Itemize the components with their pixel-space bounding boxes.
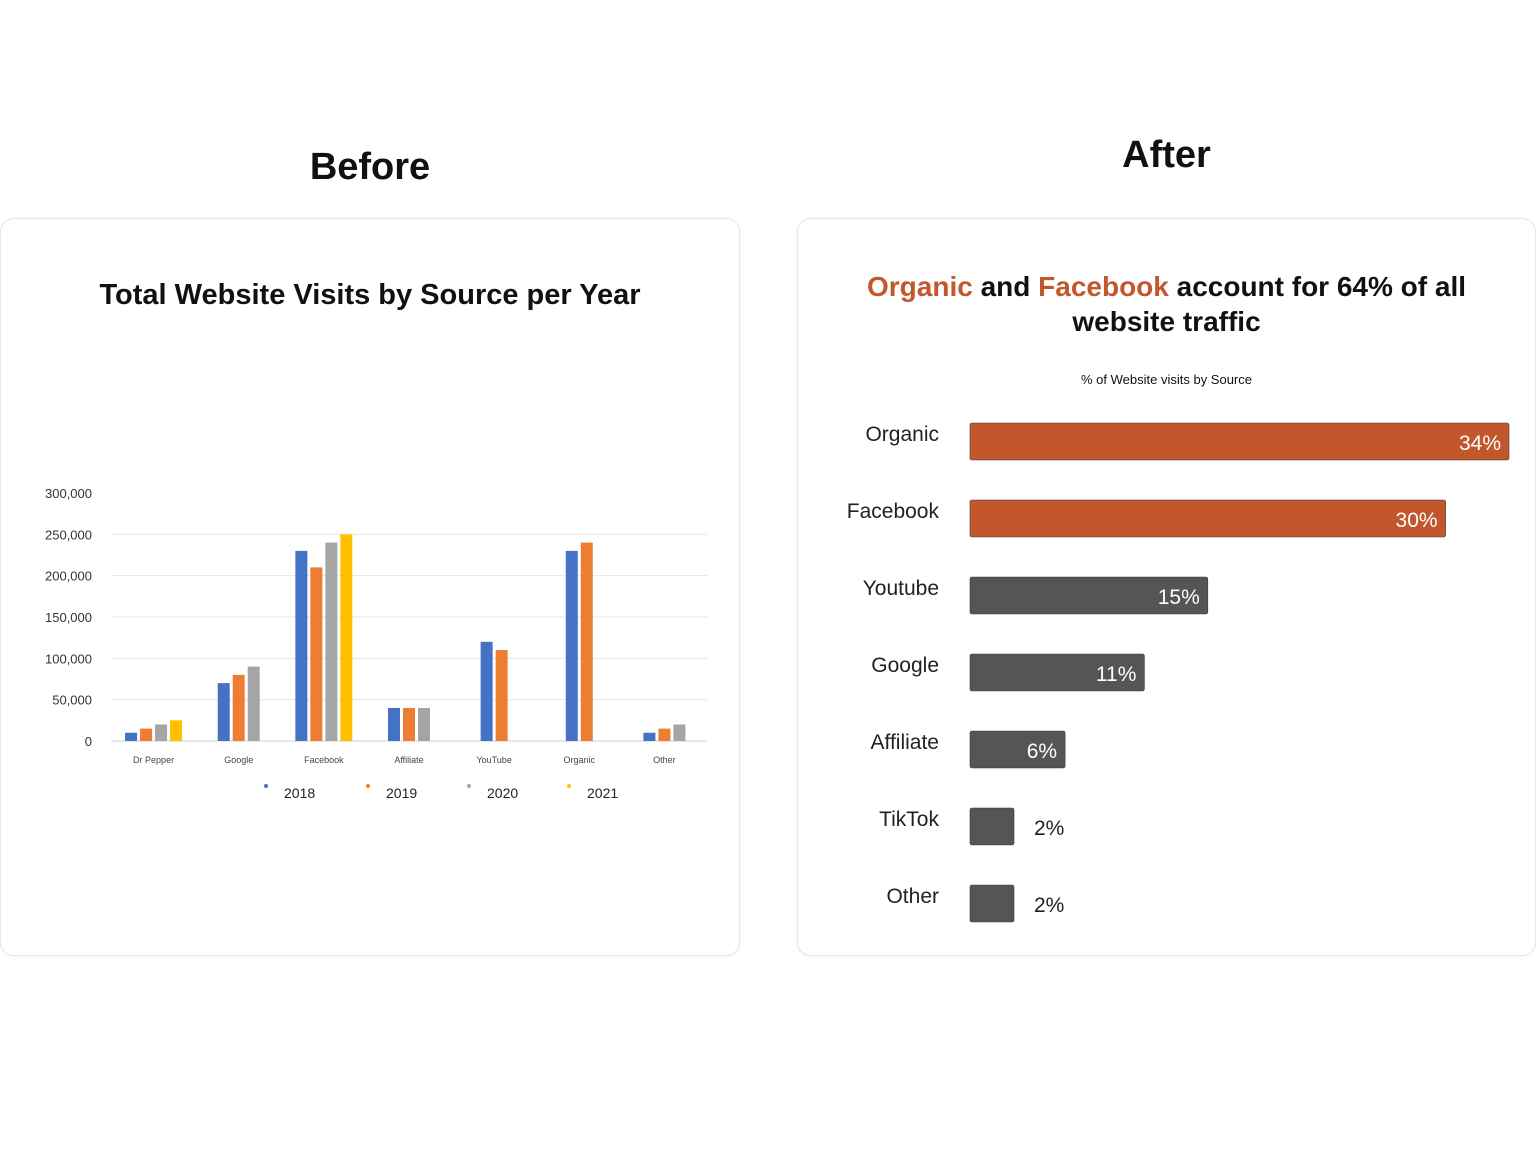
bar-google-2020 xyxy=(247,666,260,741)
horizontal-bar-chart: Organic 34% Facebook 30% Youtube 15% Google 11%… xyxy=(847,422,1510,923)
y-tick-label: 200,000 xyxy=(45,569,92,584)
value-label-google: 11% xyxy=(1096,663,1136,686)
bar-facebook-2020 xyxy=(325,542,338,741)
title-rest: account for 64% of all website traffic xyxy=(1072,271,1467,337)
bar-youtube-2018 xyxy=(480,641,493,741)
legend-marker-2019 xyxy=(366,784,370,788)
after-chart-subtitle: % of Website visits by Source xyxy=(1081,372,1252,387)
x-category-label: Dr Pepper xyxy=(133,755,174,765)
bar-dr-pepper-2020 xyxy=(155,724,168,741)
legend-marker-2021 xyxy=(567,784,571,788)
legend-label: 2021 xyxy=(587,785,618,801)
bar-dr-pepper-2019 xyxy=(140,728,153,741)
legend-label: 2020 xyxy=(487,785,518,801)
bar-organic-2019 xyxy=(580,542,593,741)
after-chart-title: Organic and Facebook account for 64% of … xyxy=(798,269,1535,339)
bar-facebook xyxy=(969,499,1446,538)
before-chart-title: Total Website Visits by Source per Year xyxy=(99,279,641,311)
legend-label: 2018 xyxy=(284,785,315,801)
bar-affiliate-2018 xyxy=(388,707,400,741)
bar-affiliate-2019 xyxy=(403,707,415,741)
bar-affiliate-2020 xyxy=(418,707,430,741)
bar-google-2019 xyxy=(232,674,245,741)
value-label-tiktok: 2% xyxy=(1034,817,1064,840)
bar-organic-2018 xyxy=(565,550,578,741)
value-label-other: 2% xyxy=(1034,894,1064,917)
value-label-facebook: 30% xyxy=(1396,509,1438,532)
bar-dr-pepper-2018 xyxy=(125,732,138,741)
x-category-label: YouTube xyxy=(476,755,511,765)
before-chart-card: Total Website Visits by Source per Year … xyxy=(0,218,740,956)
x-category-label: Other xyxy=(653,755,676,765)
y-tick-label: 250,000 xyxy=(45,527,92,542)
bar-affiliate xyxy=(969,730,1066,769)
bar-other-2020 xyxy=(673,724,686,741)
x-category-label: Organic xyxy=(564,755,596,765)
y-tick-label: 0 xyxy=(85,734,92,749)
bar-tiktok xyxy=(969,807,1015,846)
legend-label: 2019 xyxy=(386,785,417,801)
x-category-label: Google xyxy=(224,755,253,765)
title-facebook: Facebook xyxy=(1038,271,1169,302)
bar-google-2018 xyxy=(217,683,230,741)
bar-facebook-2018 xyxy=(295,550,308,741)
category-label-google: Google xyxy=(871,654,939,677)
legend-marker-2018 xyxy=(264,784,268,788)
value-label-affiliate: 6% xyxy=(1027,740,1057,763)
bar-google xyxy=(969,653,1145,692)
category-label-organic: Organic xyxy=(865,423,939,446)
category-label-youtube: Youtube xyxy=(863,577,939,600)
category-label-facebook: Facebook xyxy=(847,500,940,523)
after-heading: After xyxy=(1122,134,1211,176)
bar-other-2018 xyxy=(643,732,656,741)
y-tick-label: 100,000 xyxy=(45,651,92,666)
category-label-tiktok: TikTok xyxy=(879,808,939,831)
after-chart-card: Organic and Facebook account for 64% of … xyxy=(797,218,1536,956)
y-tick-label: 150,000 xyxy=(45,610,92,625)
bar-youtube-2019 xyxy=(495,650,508,741)
grouped-bar-chart: 300,000 250,000 200,000 150,000 100,000 50,00… xyxy=(45,486,707,801)
before-heading: Before xyxy=(309,146,431,188)
category-label-other: Other xyxy=(886,885,939,908)
bar-youtube xyxy=(969,576,1209,615)
y-tick-label: 50,000 xyxy=(52,693,92,708)
x-category-label: Facebook xyxy=(304,755,344,765)
category-label-affiliate: Affiliate xyxy=(871,731,940,754)
value-label-youtube: 15% xyxy=(1158,586,1200,609)
bar-other-2019 xyxy=(658,728,671,741)
bar-facebook-2021 xyxy=(340,534,353,741)
bar-facebook-2019 xyxy=(310,567,323,741)
bar-organic xyxy=(969,422,1510,461)
bar-dr-pepper-2021 xyxy=(170,720,183,741)
title-and: and xyxy=(972,271,1039,302)
title-organic: Organic xyxy=(866,271,973,302)
value-label-organic: 34% xyxy=(1459,432,1501,455)
legend-marker-2020 xyxy=(467,784,471,788)
x-category-label: Affiliate xyxy=(394,755,423,765)
bar-other xyxy=(969,884,1015,923)
y-tick-label: 300,000 xyxy=(45,486,92,501)
